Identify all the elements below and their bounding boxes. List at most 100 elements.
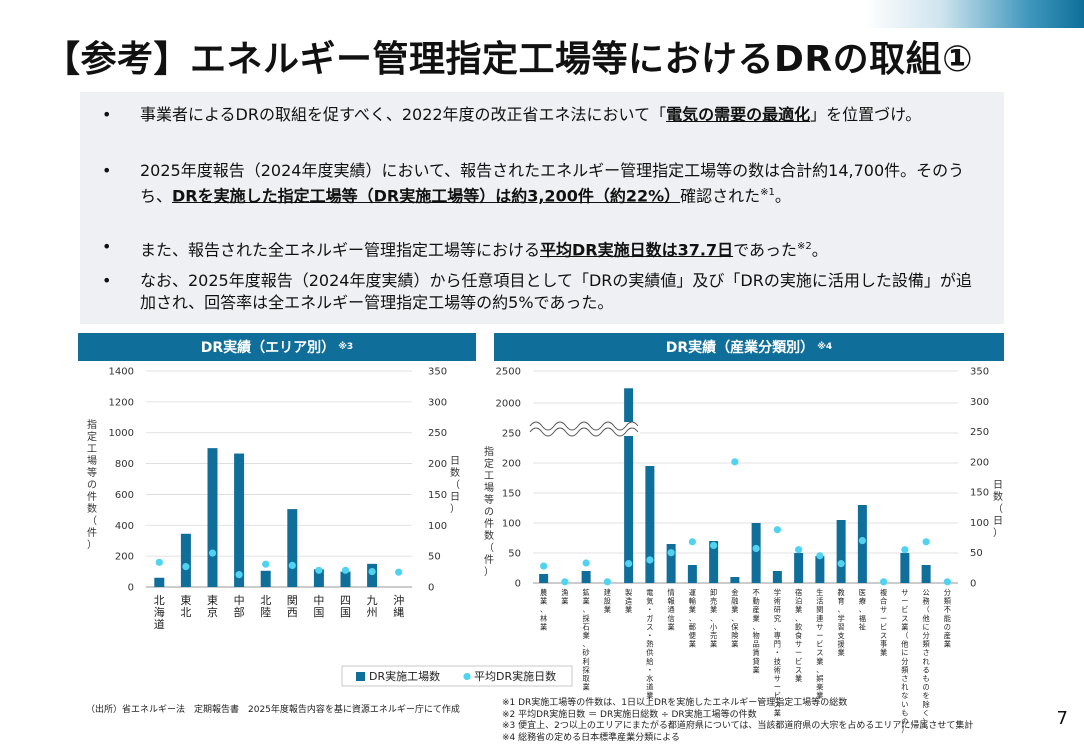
bullet-dot: •: [102, 237, 112, 256]
y-axis-title: 工: [87, 444, 97, 455]
bar: [539, 574, 549, 583]
y-tick-label: 1200: [109, 397, 134, 408]
x-tick-label: 医: [859, 588, 866, 597]
y2-axis-title: （: [450, 479, 460, 491]
x-tick-label: サ: [774, 674, 781, 683]
x-tick-label: ス: [901, 614, 908, 623]
source-note: （出所）省エネルギー法 定期報告書 2025年度報告内容を基に資源エネルギー庁に…: [86, 705, 460, 715]
dot-marker: [646, 556, 654, 564]
bar: [751, 523, 761, 583]
x-tick-label: 取: [583, 674, 590, 683]
x-tick-label: 関: [816, 605, 823, 614]
dot-marker: [816, 552, 824, 560]
bar: [624, 388, 634, 583]
x-tick-label: 漁: [561, 588, 568, 597]
x-tick-label: 関: [287, 594, 298, 607]
x-tick-label: ビ: [880, 622, 887, 631]
x-tick-label: 業: [944, 640, 951, 649]
x-tick-label: 類: [923, 640, 931, 649]
x-tick-label: 教: [838, 588, 845, 597]
y2-axis-title: ）: [993, 527, 1003, 539]
y-axis-title: 件: [484, 518, 494, 530]
y-axis-title: 定: [484, 457, 494, 470]
y2-axis-title: 日: [993, 480, 1003, 491]
y2-axis-title: ）: [450, 503, 460, 515]
bar: [687, 565, 697, 583]
x-tick-label: 業: [689, 640, 696, 649]
x-tick-label: ス: [646, 622, 653, 631]
x-tick-label: 専: [774, 631, 781, 640]
x-tick-label: 中: [234, 594, 245, 607]
y2-axis-title: 日: [450, 456, 460, 467]
x-tick-label: 類: [901, 665, 909, 674]
x-tick-label: 産: [944, 631, 951, 640]
x-tick-label: 国: [340, 606, 351, 619]
x-tick-label: 業: [774, 708, 781, 717]
x-tick-label: 採: [583, 614, 591, 623]
x-tick-label: 造: [625, 597, 632, 606]
x-tick-label: 、: [838, 605, 845, 614]
x-tick-label: 州: [367, 606, 378, 619]
y-axis-title: 指: [87, 418, 97, 431]
x-tick-label: ー: [774, 683, 781, 692]
x-tick-label: 西: [287, 606, 298, 619]
footnote: ※3 便宜上、2つ以上のエリアにまたがる都道府県については、当該都道府県の大宗を…: [502, 721, 974, 731]
x-tick-label: 業: [731, 640, 738, 649]
y2-tick-label: 100: [970, 518, 989, 529]
y-axis-title: ）: [87, 539, 97, 551]
area-chart-header: DR実績（エリア別） ※3: [78, 333, 476, 361]
x-tick-label: い: [901, 700, 908, 709]
bar: [836, 520, 846, 583]
x-tick-label: 東: [207, 594, 218, 607]
x-tick-label: の: [923, 683, 930, 692]
x-tick-label: 技: [774, 657, 781, 666]
x-tick-label: 業: [753, 614, 760, 623]
x-tick-label: 他: [923, 614, 930, 623]
x-tick-label: 業: [583, 683, 590, 692]
bullet-text: 事業者によるDRの取組を促すべく、2022年度の改正省エネ法において「: [140, 105, 667, 124]
bar: [260, 570, 271, 587]
legend-bar-swatch: [356, 672, 365, 681]
dot-marker: [901, 546, 909, 554]
x-tick-label: 業: [668, 622, 675, 631]
y-axis-title: （: [484, 542, 494, 554]
y2-tick-label: 100: [428, 521, 447, 532]
y-tick-label: 1400: [109, 367, 134, 378]
page-number: 7: [1056, 708, 1068, 729]
x-tick-label: 鉱: [583, 588, 590, 597]
page-title: 【参考】エネルギー管理指定工場等におけるDRの取組①: [44, 39, 974, 80]
x-tick-label: ー: [816, 631, 823, 640]
x-tick-label: 業: [561, 597, 568, 606]
x-tick-label: 研: [774, 605, 781, 614]
y2-axis-title: （: [993, 503, 1003, 515]
bar: [180, 533, 191, 587]
dot-marker: [182, 563, 190, 571]
x-tick-label: 術: [774, 665, 781, 674]
y-tick-label: 50: [508, 549, 521, 560]
x-tick-label: 業: [731, 605, 738, 614]
y-axis-title: 件: [484, 554, 494, 566]
dot-marker: [922, 538, 930, 546]
x-tick-label: 事: [880, 640, 887, 649]
y2-tick-label: 350: [970, 367, 989, 378]
footnotes: ※1 DR実施工場等の件数は、1日以上DRを実施したエネルギー管理指定工場等の総…: [502, 698, 973, 744]
bullet-text: 。: [774, 186, 791, 206]
x-tick-label: 療: [859, 597, 866, 606]
bullet-text: 2025年度報告（2024年度実績）において、報告されたエネルギー管理指定工場等…: [140, 161, 965, 206]
x-tick-label: 務: [923, 597, 931, 606]
x-tick-label: 術: [774, 597, 781, 606]
bar: [772, 571, 782, 583]
x-tick-label: の: [944, 622, 951, 631]
x-tick-label: 報: [668, 597, 675, 606]
y-axis-title: 等: [87, 466, 97, 479]
x-tick-label: 険: [731, 631, 739, 640]
chart-title: DR実績（エリア別）: [200, 340, 336, 356]
x-tick-label: を: [923, 691, 930, 700]
dot-marker: [752, 544, 760, 553]
bullet-text: 確認された: [680, 186, 761, 206]
x-tick-label: ・: [646, 665, 653, 674]
x-tick-label: 不: [753, 588, 760, 597]
x-tick-label: 卸: [710, 588, 717, 597]
x-tick-label: ー: [901, 597, 908, 606]
y-axis-title: 工: [484, 471, 494, 482]
